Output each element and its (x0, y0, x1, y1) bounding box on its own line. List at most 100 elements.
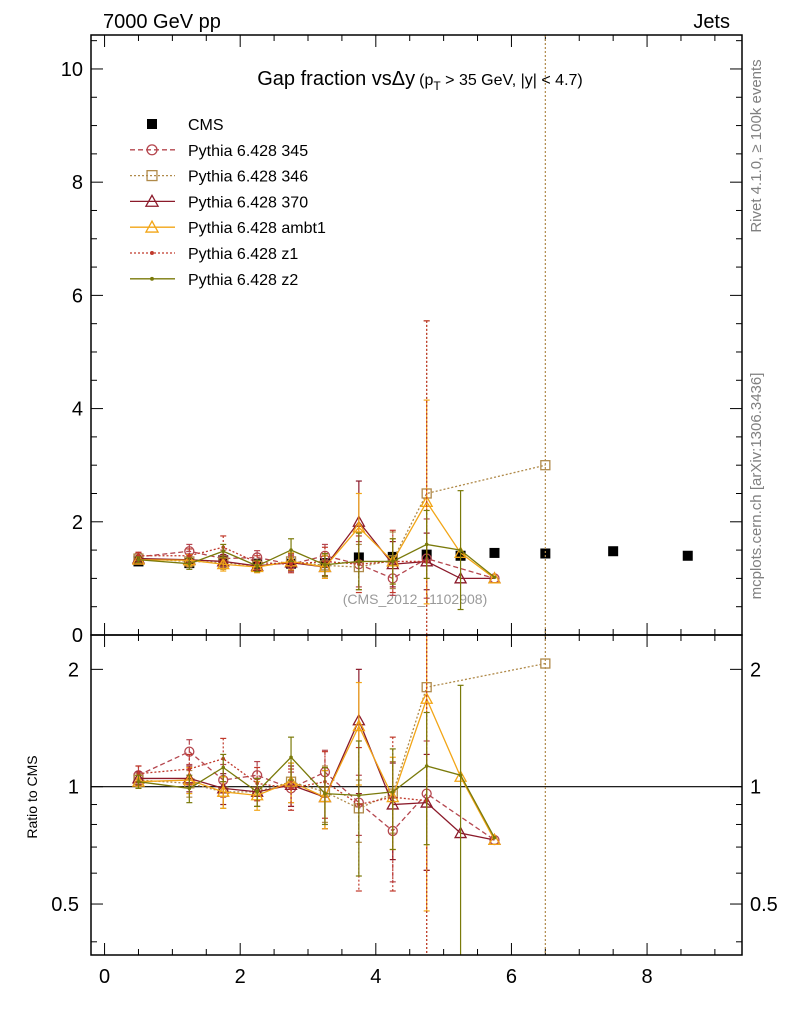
ratio-point-p346 (540, 658, 551, 669)
main-y-tick-label: 0 (72, 625, 83, 647)
title-delta-y: Δy (392, 68, 415, 90)
main-point-p346 (540, 460, 551, 471)
ratio-x-tick-label: 6 (506, 966, 517, 988)
ratio-point-z1 (136, 771, 141, 776)
main-point-z2 (357, 559, 361, 564)
ratio-point-z2 (458, 773, 463, 778)
main-series-z2 (135, 490, 497, 611)
main-point-cms (608, 546, 619, 557)
main-line-p346 (138, 464, 546, 568)
rivet-version-label: Rivet 4.1.0, ≥ 100k events (748, 59, 765, 232)
ratio-point-z2 (187, 786, 192, 791)
legend-item-ambt1: Pythia 6.428 ambt1 (130, 219, 326, 237)
ratio-point-z2 (492, 835, 497, 840)
main-point-z1 (289, 562, 293, 567)
legend-item-p346: Pythia 6.428 346 (130, 169, 308, 186)
ratio-y-tick-label: 1 (68, 777, 79, 799)
main-point-ambt1 (352, 520, 366, 533)
ratio-point-z2 (390, 790, 395, 794)
legend-marker-p370 (144, 194, 160, 207)
main-y-tick-label: 6 (72, 285, 83, 307)
legend-item-cms: CMS (147, 117, 224, 134)
ratio-series-z1 (135, 635, 429, 955)
ratio-point-z2 (255, 790, 259, 794)
main-data (131, 35, 693, 635)
legend-marker-z2 (150, 276, 154, 281)
legend-marker-cms (147, 119, 157, 129)
main-point-z2 (492, 575, 497, 580)
main-series-z1 (135, 320, 430, 635)
main-point-ambt1 (487, 571, 502, 584)
main-point-z2 (390, 559, 395, 564)
main-point-z2 (255, 564, 259, 568)
ratio-y-tick-label: 2 (68, 659, 79, 681)
main-point-cms (489, 547, 500, 558)
main-point-ambt1 (216, 557, 230, 570)
legend-label-z1: Pythia 6.428 z1 (188, 246, 298, 263)
ratio-point-z2 (289, 755, 293, 760)
legend-label-p370: Pythia 6.428 370 (188, 194, 308, 211)
legend-marker-p345 (146, 144, 158, 156)
main-line-p345 (138, 550, 495, 580)
ratio-series-p345 (133, 739, 500, 883)
main-y-tick-label: 4 (72, 399, 83, 421)
title-cut-open: (p (419, 72, 433, 89)
plot-title: Gap fraction vsΔy (pT > 35 GeV, |y| < 4.7… (257, 68, 582, 93)
ratio-panel: 0 2 4 6 8 0.5 0.5 1 1 2 2 (51, 635, 778, 988)
ratio-line-z1 (138, 757, 427, 806)
legend-item-z2: Pythia 6.428 z2 (130, 272, 298, 289)
legend-label-p346: Pythia 6.428 346 (188, 169, 308, 186)
ratio-point-z2 (357, 793, 361, 798)
legend-label-z2: Pythia 6.428 z2 (188, 272, 298, 289)
legend-item-z1: Pythia 6.428 z1 (130, 246, 298, 263)
main-point-cms (682, 550, 693, 561)
ratio-point-z1 (289, 786, 293, 791)
main-point-cms (540, 548, 551, 559)
ratio-y-tick-label-right: 2 (750, 659, 761, 681)
ratio-line-p345 (138, 750, 495, 841)
ratio-x-tick-label: 4 (370, 966, 381, 988)
mcplots-label: mcplots.cern.ch [arXiv:1306.3436] (748, 373, 765, 600)
main-y-tick-label: 2 (72, 512, 83, 534)
main-point-z2 (187, 561, 192, 566)
ratio-x-tick-label: 2 (235, 966, 246, 988)
main-series-ambt1 (131, 399, 502, 605)
legend-label-cms: CMS (188, 117, 224, 134)
legend-item-p345: Pythia 6.428 345 (130, 143, 308, 160)
legend-item-p370: Pythia 6.428 370 (130, 194, 308, 211)
ratio-series-z2 (135, 684, 497, 955)
ratio-y-tick-label-right: 0.5 (750, 894, 778, 916)
main-point-z2 (289, 548, 293, 552)
ratio-point-ambt1 (216, 785, 230, 797)
ratio-point-z2 (424, 764, 429, 768)
ratio-x-tick-label: 0 (99, 966, 110, 988)
main-point-z2 (136, 557, 141, 562)
title-cut-rest: > 35 GeV, |y| < 4.7) (441, 72, 583, 89)
main-y-tick-label: 10 (61, 59, 83, 81)
main-point-z2 (323, 563, 327, 567)
ratio-plot-frame (90, 634, 743, 956)
main-point-z2 (221, 549, 226, 554)
title-main: Gap fraction vs (257, 68, 392, 90)
ratio-axis-label: Ratio to CMS (24, 755, 40, 838)
main-point-z2 (458, 548, 463, 552)
analysis-watermark: (CMS_2012_I1102908) (343, 591, 488, 607)
energy-label: 7000 GeV pp (103, 11, 221, 33)
ratio-point-z2 (221, 765, 226, 770)
legend: CMS Pythia 6.428 345 Pythia 6.428 346 Pythi… (130, 117, 326, 289)
ratio-series-ambt1 (131, 635, 502, 912)
legend-marker-z1 (150, 251, 154, 255)
ratio-data (131, 635, 551, 955)
legend-marker-p346 (146, 169, 158, 182)
title-cut-sub: T (433, 79, 441, 93)
ratio-point-ambt1 (487, 833, 502, 846)
main-panel: 0 2 4 6 8 10 (61, 35, 742, 647)
legend-label-p345: Pythia 6.428 345 (188, 143, 308, 160)
ratio-point-z1 (187, 767, 192, 771)
ratio-y-tick-label-right: 1 (750, 777, 761, 799)
ratio-x-tick-label: 8 (642, 966, 653, 988)
main-y-tick-label: 8 (72, 172, 83, 194)
legend-label-ambt1: Pythia 6.428 ambt1 (188, 220, 326, 237)
main-series-p370 (131, 480, 502, 591)
